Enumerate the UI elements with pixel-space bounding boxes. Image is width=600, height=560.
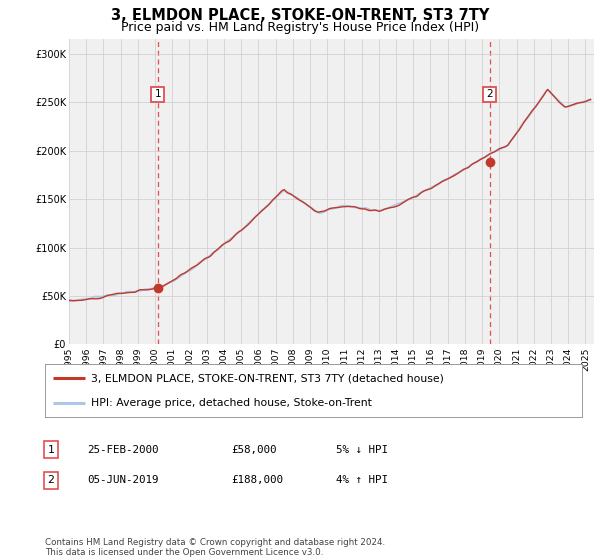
Text: £58,000: £58,000 [231, 445, 277, 455]
Text: HPI: Average price, detached house, Stoke-on-Trent: HPI: Average price, detached house, Stok… [91, 398, 371, 408]
Text: Price paid vs. HM Land Registry's House Price Index (HPI): Price paid vs. HM Land Registry's House … [121, 21, 479, 34]
Text: 1: 1 [154, 90, 161, 100]
Text: 3, ELMDON PLACE, STOKE-ON-TRENT, ST3 7TY: 3, ELMDON PLACE, STOKE-ON-TRENT, ST3 7TY [111, 8, 489, 24]
Text: Contains HM Land Registry data © Crown copyright and database right 2024.
This d: Contains HM Land Registry data © Crown c… [45, 538, 385, 557]
Text: 5% ↓ HPI: 5% ↓ HPI [336, 445, 388, 455]
Text: 25-FEB-2000: 25-FEB-2000 [87, 445, 158, 455]
Text: 05-JUN-2019: 05-JUN-2019 [87, 475, 158, 486]
Text: 3, ELMDON PLACE, STOKE-ON-TRENT, ST3 7TY (detached house): 3, ELMDON PLACE, STOKE-ON-TRENT, ST3 7TY… [91, 374, 443, 384]
Text: 4% ↑ HPI: 4% ↑ HPI [336, 475, 388, 486]
Text: £188,000: £188,000 [231, 475, 283, 486]
Text: 1: 1 [47, 445, 55, 455]
Text: 2: 2 [486, 90, 493, 100]
Text: 2: 2 [47, 475, 55, 486]
